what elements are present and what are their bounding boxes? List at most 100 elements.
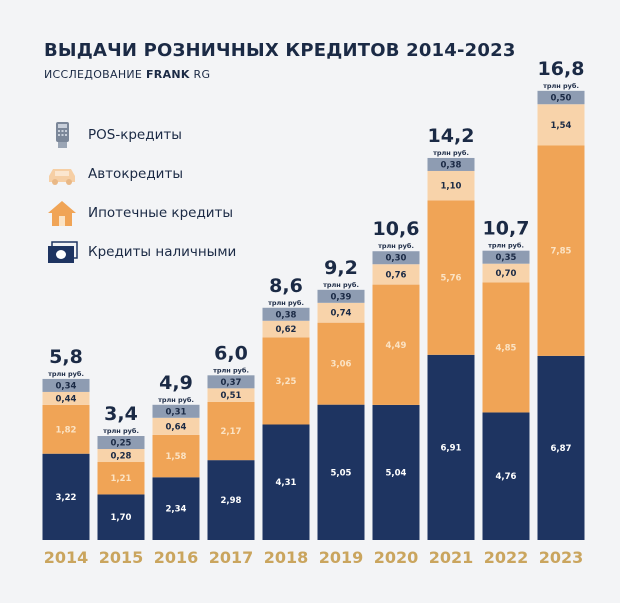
segment-label: 0,34 bbox=[56, 381, 77, 391]
subtitle-prefix: ИССЛЕДОВАНИЕ bbox=[44, 68, 143, 81]
segment-label: 4,49 bbox=[386, 341, 407, 351]
subtitle-suffix: RG bbox=[193, 68, 211, 81]
bar-segment bbox=[262, 337, 310, 425]
segment-label: 0,64 bbox=[166, 422, 187, 432]
segment-label: 0,38 bbox=[276, 310, 297, 320]
bar-segment bbox=[372, 284, 420, 405]
bar-segment bbox=[372, 404, 420, 540]
segment-label: 0,31 bbox=[166, 407, 187, 417]
bar-segment bbox=[427, 170, 475, 201]
segment-label: 0,74 bbox=[331, 309, 352, 319]
total-label: 16,8 bbox=[538, 58, 585, 80]
segment-label: 7,85 bbox=[551, 247, 572, 257]
segment-label: 0,35 bbox=[496, 253, 517, 263]
legend-label: POS-кредиты bbox=[88, 126, 182, 143]
segment-label: 1,21 bbox=[111, 474, 132, 484]
x-tick-label: 2023 bbox=[539, 548, 584, 567]
bar-segment bbox=[317, 404, 365, 540]
segment-label: 3,06 bbox=[331, 360, 352, 370]
segment-label: 1,54 bbox=[551, 121, 572, 131]
cash-icon bbox=[48, 240, 78, 263]
unit-label: трлн руб. bbox=[48, 370, 84, 378]
bar-segment bbox=[207, 375, 255, 389]
bar-segment bbox=[262, 320, 310, 338]
segment-label: 0,37 bbox=[221, 378, 242, 388]
legend-item-pos: POS-кредиты bbox=[46, 115, 236, 154]
total-label: 10,7 bbox=[483, 218, 530, 240]
bar-segment bbox=[207, 388, 255, 402]
unit-label: трлн руб. bbox=[268, 299, 304, 307]
bar-segment bbox=[482, 250, 530, 264]
bar-segment bbox=[537, 145, 585, 356]
total-label: 6,0 bbox=[214, 342, 248, 364]
pos-terminal-icon bbox=[56, 121, 69, 148]
legend-label: Кредиты наличными bbox=[88, 243, 237, 260]
bar-segment bbox=[372, 264, 420, 285]
segment-label: 3,22 bbox=[56, 493, 77, 503]
bar-segment bbox=[152, 404, 200, 418]
segment-label: 1,70 bbox=[111, 513, 132, 523]
segment-label: 0,62 bbox=[276, 325, 297, 335]
segment-label: 1,58 bbox=[166, 452, 187, 462]
unit-label: трлн руб. bbox=[433, 149, 469, 157]
segment-label: 3,25 bbox=[276, 377, 297, 387]
total-label: 9,2 bbox=[324, 257, 358, 279]
segment-label: 6,87 bbox=[551, 444, 572, 454]
bar-segment bbox=[482, 282, 530, 413]
unit-label: трлн руб. bbox=[323, 281, 359, 289]
segment-label: 1,10 bbox=[441, 182, 462, 192]
segment-label: 4,76 bbox=[496, 472, 517, 482]
bar-segment bbox=[207, 460, 255, 540]
legend: POS-кредиты Автокредиты Ипотечные кредит… bbox=[46, 115, 236, 271]
x-tick-label: 2019 bbox=[319, 548, 364, 567]
legend-item-cash: Кредиты наличными bbox=[46, 232, 236, 271]
bar-segment bbox=[482, 263, 530, 283]
bar-segment bbox=[262, 424, 310, 540]
segment-label: 0,28 bbox=[111, 452, 132, 462]
unit-label: трлн руб. bbox=[378, 242, 414, 250]
x-tick-label: 2015 bbox=[99, 548, 144, 567]
total-label: 10,6 bbox=[373, 218, 420, 240]
segment-label: 4,85 bbox=[496, 343, 517, 353]
segment-label: 0,30 bbox=[386, 254, 407, 264]
segment-label: 0,70 bbox=[496, 269, 517, 279]
bar-segment bbox=[317, 302, 365, 323]
segment-label: 0,38 bbox=[441, 160, 462, 170]
house-icon bbox=[48, 200, 76, 226]
unit-label: трлн руб. bbox=[103, 427, 139, 435]
total-label: 14,2 bbox=[428, 125, 475, 147]
x-tick-label: 2020 bbox=[374, 548, 419, 567]
segment-label: 2,17 bbox=[221, 427, 242, 437]
segment-label: 1,82 bbox=[56, 425, 77, 435]
x-tick-label: 2018 bbox=[264, 548, 309, 567]
bar-segment bbox=[482, 412, 530, 540]
chart-title: ВЫДАЧИ РОЗНИЧНЫХ КРЕДИТОВ 2014-2023 bbox=[44, 40, 516, 61]
total-label: 8,6 bbox=[269, 275, 303, 297]
segment-label: 2,98 bbox=[221, 496, 242, 506]
bar-segment bbox=[97, 494, 145, 540]
bar-segment bbox=[152, 477, 200, 540]
chart-subtitle: ИССЛЕДОВАНИЕ FRANK RG bbox=[44, 68, 210, 81]
bar-segment bbox=[537, 104, 585, 146]
segment-label: 0,44 bbox=[56, 394, 77, 404]
bar-segment bbox=[317, 322, 365, 405]
bar-segment bbox=[42, 453, 90, 540]
bar-segment bbox=[537, 355, 585, 540]
subtitle-brand: FRANK bbox=[145, 68, 190, 81]
bar-segment bbox=[152, 417, 200, 435]
unit-label: трлн руб. bbox=[213, 366, 249, 374]
total-label: 4,9 bbox=[159, 372, 193, 394]
bar-segment bbox=[152, 434, 200, 478]
segment-label: 4,31 bbox=[276, 478, 297, 488]
segment-label: 5,76 bbox=[441, 274, 462, 284]
bar-segment bbox=[372, 251, 420, 265]
bar-segment bbox=[207, 401, 255, 461]
bar-segment bbox=[97, 449, 145, 463]
x-tick-label: 2022 bbox=[484, 548, 529, 567]
bar-segment bbox=[42, 378, 90, 392]
total-label: 5,8 bbox=[49, 346, 83, 368]
unit-label: трлн руб. bbox=[488, 242, 524, 250]
segment-label: 2,34 bbox=[166, 505, 187, 515]
bar-segment bbox=[97, 436, 145, 450]
